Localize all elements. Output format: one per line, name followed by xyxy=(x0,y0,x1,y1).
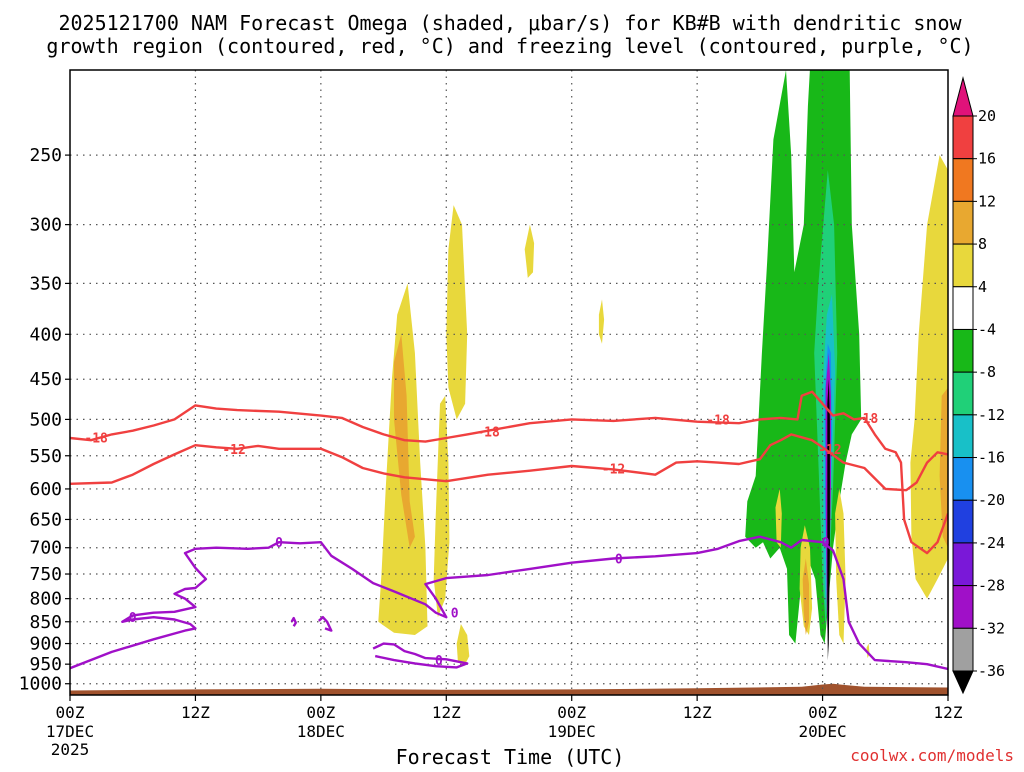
colorbar-bin-4 xyxy=(952,243,974,288)
contour-label-dendritic-minus12-0: -12 xyxy=(222,443,245,458)
colorbar-label-11: -28 xyxy=(978,577,1005,595)
x-tick-label-time-36: 12Z xyxy=(432,703,461,722)
y-tick-label-800: 800 xyxy=(29,589,62,610)
x-tick-label-time-60: 12Z xyxy=(683,703,712,722)
omega-region-descent-blob-a xyxy=(524,224,535,278)
y-tick-label-850: 850 xyxy=(29,612,62,633)
contour-freezing-level-0c-pocket xyxy=(372,642,469,669)
colorbar-bin-7 xyxy=(952,371,974,416)
x-axis-label: Forecast Time (UTC) xyxy=(396,745,625,768)
contour-label-freezing-level-0c-1: 0 xyxy=(129,611,137,626)
y-tick-label-650: 650 xyxy=(29,509,62,530)
x-tick-label-time-0: 00Z xyxy=(56,703,85,722)
colorbar-label-6: -8 xyxy=(978,363,996,381)
colorbar-label-8: -16 xyxy=(978,449,1005,467)
y-tick-label-300: 300 xyxy=(29,215,62,236)
x-tick-label-date-72: 20DEC xyxy=(798,722,846,741)
x-tick-label-time-72: 00Z xyxy=(808,703,837,722)
colorbar-label-12: -32 xyxy=(978,619,1005,637)
y-tick-label-350: 350 xyxy=(29,273,62,294)
x-tick-label-time-24: 00Z xyxy=(306,703,335,722)
colorbar-label-10: -24 xyxy=(978,534,1005,552)
colorbar-legend: 20 16 12 8 4 -4 -8 -12 -16 -20 -24 -28 -32 -36 xyxy=(952,76,1005,695)
omega-region-descent-near-core-c xyxy=(802,558,809,635)
omega-region-descent-near-core-b xyxy=(835,488,846,644)
x-tick-label-year-0: 2025 xyxy=(51,740,90,759)
omega-region-descent-mid-18dec xyxy=(433,395,450,618)
y-tick-label-900: 900 xyxy=(29,634,62,655)
contour-freezing-level-0c-tiny-a xyxy=(290,616,297,627)
y-tick-label-1000: 1000 xyxy=(19,674,62,695)
chart-title-line-2: growth region (contoured, red, °C) and f… xyxy=(46,34,973,58)
x-tick-label-time-48: 00Z xyxy=(557,703,586,722)
x-tick-label-date-24: 18DEC xyxy=(297,722,345,741)
contour-label-freezing-level-0c-4: 0 xyxy=(822,536,830,551)
contour-label-dendritic-minus12-1: -12 xyxy=(602,463,625,478)
colorbar-bin-6 xyxy=(952,328,974,373)
y-tick-label-600: 600 xyxy=(29,479,62,500)
colorbar-label-4: 4 xyxy=(978,278,987,296)
colorbar-label-5: -4 xyxy=(978,320,996,338)
y-tick-label-700: 700 xyxy=(29,538,62,559)
omega-region-descent-blob-b xyxy=(598,299,605,344)
contour-label-freezing-level-0c-0: 0 xyxy=(275,536,283,551)
x-tick-label-date-0: 17DEC xyxy=(46,722,94,741)
plot-frame xyxy=(69,69,949,696)
contour-label-freezing-level-0c-2: 0 xyxy=(451,607,459,622)
watermark-text: coolwx.com/models xyxy=(850,746,1014,765)
colorbar-bin-9 xyxy=(952,457,974,501)
colorbar-label-0: 20 xyxy=(978,107,996,125)
y-tick-label-750: 750 xyxy=(29,564,62,585)
colorbar-label-3: 8 xyxy=(978,235,987,253)
contour-label-dendritic-minus18-2: -18 xyxy=(706,413,730,428)
omega-region-descent-upper-18dec xyxy=(446,205,468,420)
colorbar-label-7: -12 xyxy=(978,406,1005,424)
colorbar-top-arrow xyxy=(952,76,974,117)
x-tick-label-time-12: 12Z xyxy=(181,703,210,722)
colorbar-label-13: -36 xyxy=(978,662,1005,680)
contour-freezing-level-0c-tiny-b xyxy=(317,616,333,632)
colorbar-bin-1 xyxy=(952,115,974,160)
omega-region-ascent-core xyxy=(827,379,830,661)
contour-label-dendritic-minus18-1: -18 xyxy=(476,425,500,440)
colorbar-label-9: -20 xyxy=(978,491,1005,509)
contour-dendritic-minus18 xyxy=(70,390,948,555)
contour-label-dendritic-minus12-2: -12 xyxy=(818,443,841,458)
x-tick-label-time-84: 12Z xyxy=(934,703,963,722)
terrain-fill xyxy=(70,683,948,695)
colorbar-bin-8 xyxy=(952,414,974,459)
omega-region-descent-low-18dec xyxy=(456,624,470,667)
contour-label-freezing-level-0c-pocket-0: 0 xyxy=(435,654,443,669)
contour-label-dendritic-minus18-3: -18 xyxy=(855,412,879,427)
omega-region-descent-small-a xyxy=(775,488,782,548)
colorbar-bin-11 xyxy=(952,542,974,587)
colorbar-bin-13 xyxy=(952,627,974,672)
x-tick-label-date-48: 19DEC xyxy=(548,722,596,741)
chart-title-line-1: 2025121700 NAM Forecast Omega (shaded, μ… xyxy=(58,11,962,35)
omega-region-descent-east-core xyxy=(939,387,948,548)
omega-region-descent-east-20dec xyxy=(910,155,948,599)
colorbar-bottom-arrow xyxy=(952,670,974,695)
colorbar-bin-12 xyxy=(952,585,974,629)
colorbar-bin-10 xyxy=(952,499,974,544)
y-tick-label-250: 250 xyxy=(29,145,62,166)
colorbar-bin-5 xyxy=(952,286,974,330)
contour-label-freezing-level-0c-3: 0 xyxy=(615,552,623,567)
contour-dendritic-minus12 xyxy=(70,433,948,492)
contour-label-dendritic-minus18-0: -18 xyxy=(84,431,108,446)
y-tick-label-400: 400 xyxy=(29,324,62,345)
colorbar-label-2: 12 xyxy=(978,192,996,210)
colorbar-label-1: 16 xyxy=(978,150,996,168)
colorbar-bin-3 xyxy=(952,200,974,245)
y-tick-label-550: 550 xyxy=(29,446,62,467)
plot-content: -18 -18 -18 -18 -12 -12 -12 0 0 0 0 0 0 xyxy=(70,70,948,695)
colorbar-bin-2 xyxy=(952,158,974,202)
contour-freezing-level-0c xyxy=(70,535,948,671)
plot-area: -18 -18 -18 -18 -12 -12 -12 0 0 0 0 0 0 250 300 350 400 4… xyxy=(19,69,963,759)
y-tick-label-450: 450 xyxy=(29,369,62,390)
y-tick-label-500: 500 xyxy=(29,409,62,430)
y-tick-label-950: 950 xyxy=(29,654,62,675)
